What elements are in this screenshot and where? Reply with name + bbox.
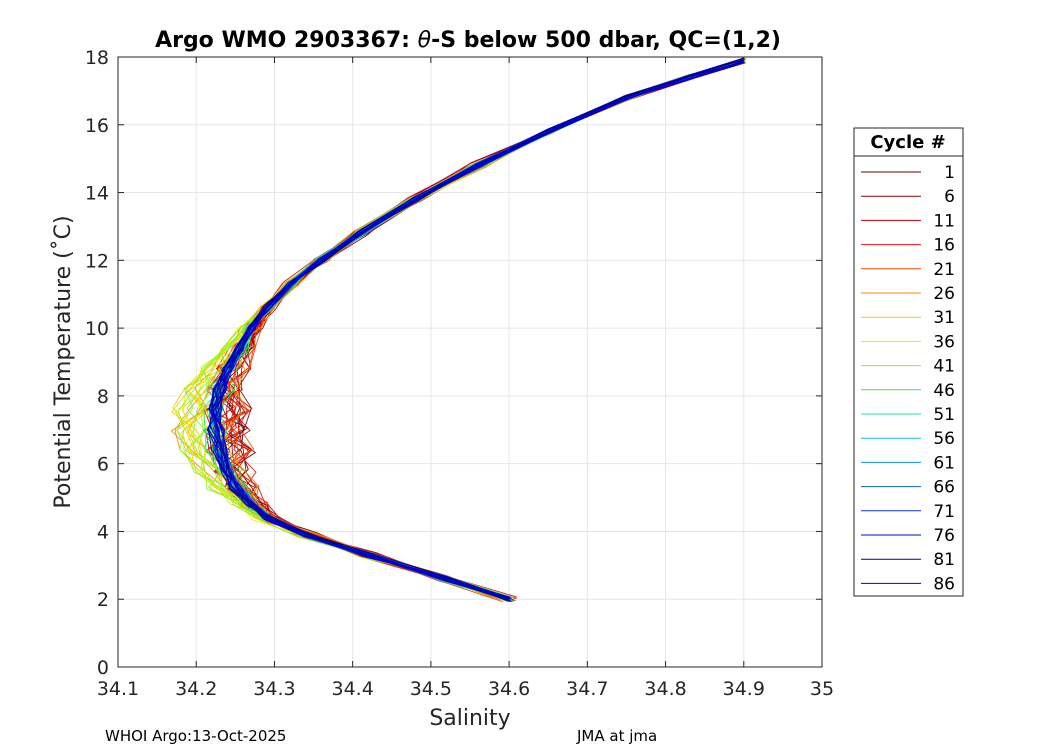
legend-label: 86 — [933, 574, 955, 594]
y-tick-label: 16 — [85, 115, 109, 137]
legend-label: 66 — [933, 478, 955, 498]
footer-left: WHOI Argo:13-Oct-2025 — [105, 727, 286, 745]
legend-label: 51 — [933, 405, 955, 425]
legend-label: 31 — [933, 308, 955, 328]
legend-label: 26 — [933, 284, 955, 304]
legend-box — [853, 127, 964, 597]
legend-label: 11 — [933, 211, 955, 231]
legend-title: Cycle # — [870, 132, 945, 153]
legend-label: 56 — [933, 429, 955, 449]
x-tick-label: 34.1 — [97, 678, 139, 700]
footer-right: JMA at jma — [576, 727, 657, 745]
legend-label: 81 — [933, 550, 955, 570]
cycle-profile-line — [210, 62, 745, 599]
legend-label: 46 — [933, 381, 955, 401]
title-suffix: -S below 500 dbar, QC=(1,2) — [431, 28, 781, 53]
y-tick-label: 18 — [85, 47, 109, 69]
y-tick-label: 14 — [85, 183, 109, 205]
legend-label: 41 — [933, 357, 955, 377]
cycle-profile-line — [206, 57, 745, 600]
y-axis-label: Potential Temperature (˚C) — [51, 215, 76, 508]
y-tick-label: 8 — [97, 386, 109, 408]
legend-label: 16 — [933, 236, 955, 256]
y-ticks: 0 2 4 6 8 10 12 14 16 18 — [85, 47, 822, 679]
legend: Cycle # 16111621263136414651566166717681… — [853, 127, 964, 597]
chart-title: Argo WMO 2903367: θ-S below 500 dbar, QC… — [155, 28, 781, 53]
legend-label: 6 — [944, 187, 955, 207]
x-tick-label: 34.7 — [566, 678, 608, 700]
title-theta: θ — [418, 28, 432, 53]
legend-label: 21 — [933, 260, 955, 280]
x-tick-label: 34.5 — [410, 678, 452, 700]
x-tick-label: 34.9 — [723, 678, 765, 700]
y-tick-label: 4 — [97, 521, 109, 543]
x-ticks: 34.1 34.2 34.3 34.4 34.5 34.6 34.7 34.8 34.9 35 — [97, 57, 834, 700]
x-axis-label: Salinity — [429, 706, 510, 731]
x-tick-label: 35 — [810, 678, 834, 700]
x-tick-label: 34.6 — [488, 678, 530, 700]
legend-label: 1 — [944, 163, 955, 183]
x-tick-label: 34.8 — [644, 678, 686, 700]
series-group — [170, 57, 747, 603]
plot-frame — [117, 56, 823, 668]
cycle-profile-line — [211, 60, 745, 599]
legend-label: 61 — [933, 453, 955, 473]
legend-label: 71 — [933, 502, 955, 522]
y-tick-label: 0 — [97, 657, 109, 679]
y-tick-label: 6 — [97, 454, 109, 476]
y-tick-label: 10 — [85, 318, 109, 340]
x-tick-label: 34.4 — [332, 678, 374, 700]
x-tick-label: 34.3 — [253, 678, 295, 700]
title-prefix: Argo WMO 2903367: — [155, 28, 418, 53]
legend-label: 76 — [933, 526, 955, 546]
x-tick-label: 34.2 — [175, 678, 217, 700]
cycle-profile-line — [211, 61, 744, 601]
y-tick-label: 12 — [85, 250, 109, 272]
legend-label: 36 — [933, 332, 955, 352]
y-tick-label: 2 — [97, 589, 109, 611]
